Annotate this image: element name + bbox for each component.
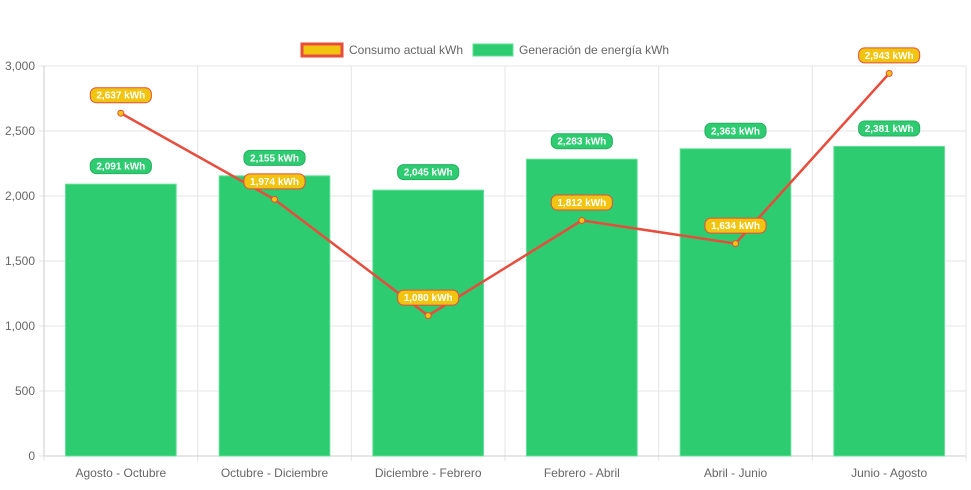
data-label-generacion-bg (397, 164, 460, 181)
bar-generacion (372, 189, 484, 457)
data-label-consumo: 2,637 kWh (89, 87, 152, 104)
data-label-consumo-text: 2,637 kWh (96, 91, 145, 102)
data-label-generacion: 2,363 kWh (704, 122, 767, 139)
data-label-generacion-text: 2,381 kWh (865, 124, 914, 135)
data-label-generacion: 2,381 kWh (858, 120, 921, 137)
x-tick-label: Agosto - Octubre (75, 466, 166, 480)
y-tick-label: 2,500 (5, 124, 35, 138)
data-label-consumo-text: 1,812 kWh (557, 198, 606, 209)
legend-label-generacion: Generación de energía kWh (519, 43, 669, 57)
legend-swatch-generacion (472, 43, 514, 57)
x-tick-label: Octubre - Diciembre (221, 466, 329, 480)
x-tick-label: Junio - Agosto (851, 466, 927, 480)
data-label-generacion-text: 2,363 kWh (711, 126, 760, 137)
data-label-consumo: 1,812 kWh (550, 194, 613, 211)
data-label-consumo-bg (397, 289, 460, 306)
bar-generacion (679, 148, 792, 457)
point-consumo (424, 312, 432, 320)
y-tick-label: 2,000 (5, 189, 35, 203)
legend-swatch-consumo (300, 42, 344, 58)
bar-generacion (218, 175, 331, 457)
data-label-consumo-text: 2,943 kWh (865, 51, 914, 62)
data-label-generacion-bg (704, 122, 767, 139)
y-tick-label: 1,000 (5, 319, 35, 333)
y-tick-label: 3,000 (5, 59, 35, 73)
data-label-generacion-bg (858, 120, 921, 137)
data-label-generacion-text: 2,045 kWh (404, 168, 453, 179)
data-label-consumo-bg (89, 87, 152, 104)
data-label-generacion-bg (89, 158, 152, 175)
y-tick-label: 0 (28, 449, 35, 463)
data-label-generacion-text: 2,155 kWh (250, 153, 299, 164)
data-label-generacion-bg (243, 149, 306, 166)
point-consumo (885, 69, 893, 77)
data-label-consumo-bg (704, 217, 767, 234)
legend: Consumo actual kWh Generación de energía … (300, 42, 669, 58)
data-label-consumo-bg (858, 47, 921, 64)
bar-generacion (65, 183, 177, 457)
data-label-consumo: 1,080 kWh (397, 289, 460, 306)
x-tick-label: Diciembre - Febrero (375, 466, 482, 480)
data-label-consumo-bg (550, 194, 613, 211)
y-tick-label: 500 (15, 384, 35, 398)
data-label-generacion: 2,091 kWh (89, 158, 152, 175)
data-label-consumo: 1,634 kWh (704, 217, 767, 234)
data-label-generacion: 2,045 kWh (397, 164, 460, 181)
legend-label-consumo: Consumo actual kWh (349, 43, 463, 57)
point-consumo (578, 216, 586, 224)
data-label-consumo-text: 1,080 kWh (404, 293, 453, 304)
data-label-generacion-bg (550, 133, 613, 150)
x-tick-label: Abril - Junio (704, 466, 768, 480)
y-tick-label: 1,500 (5, 254, 35, 268)
data-label-generacion: 2,155 kWh (243, 149, 306, 166)
data-label-consumo-text: 1,974 kWh (250, 177, 299, 188)
data-label-consumo-text: 1,634 kWh (711, 221, 760, 232)
point-consumo (732, 240, 739, 248)
x-tick-label: Febrero - Abril (544, 466, 620, 480)
bar-generacion (833, 145, 945, 457)
data-label-consumo: 1,974 kWh (243, 173, 306, 190)
point-consumo (117, 109, 125, 117)
data-label-generacion: 2,283 kWh (550, 133, 613, 150)
data-label-consumo: 2,943 kWh (858, 47, 921, 64)
data-label-generacion-text: 2,091 kWh (96, 162, 145, 173)
data-label-consumo-bg (243, 173, 306, 190)
data-label-generacion-text: 2,283 kWh (557, 137, 606, 148)
point-consumo (271, 195, 278, 203)
